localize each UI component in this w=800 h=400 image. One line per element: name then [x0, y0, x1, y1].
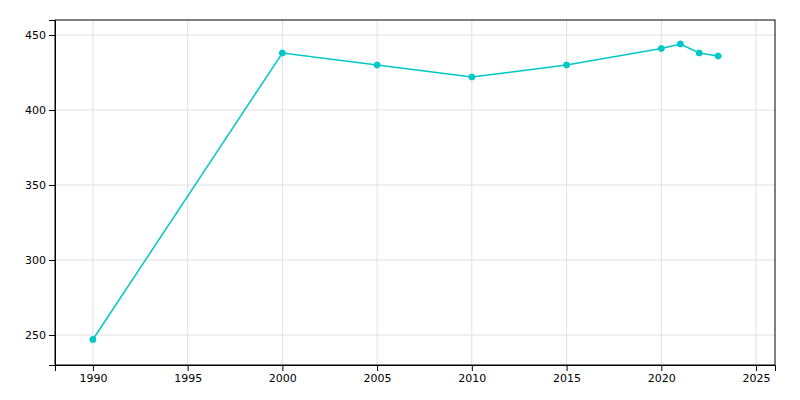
y-axis-tick-mark — [49, 335, 55, 336]
x-axis-tick-label: 2010 — [458, 372, 486, 385]
x-axis-tick-label: 1995 — [174, 372, 202, 385]
data-point — [715, 53, 721, 59]
x-axis-tick-label: 2025 — [743, 372, 771, 385]
grid-line-x — [282, 20, 283, 365]
chart-container: 1990 1995 2000 2005 2010 2015 2020 2025 250 300 35… — [0, 0, 800, 400]
x-axis-tick-label: 2000 — [269, 372, 297, 385]
grid-line-x — [92, 20, 93, 365]
y-axis-tick: 400 — [25, 104, 55, 117]
y-axis-tick-label: 350 — [25, 179, 46, 192]
plot-area: 1990 1995 2000 2005 2010 2015 2020 2025 250 300 35… — [25, 20, 776, 385]
y-axis: 250 300 350 400 450 — [25, 21, 56, 366]
data-point — [658, 46, 664, 52]
data-line — [93, 44, 718, 340]
x-axis-tick-mark — [93, 365, 94, 371]
x-axis-tick: 1995 — [174, 365, 202, 385]
x-axis-tick-mark — [567, 365, 568, 371]
grid-line-x — [566, 20, 567, 365]
x-axis-tick: 2025 — [743, 365, 771, 385]
grid-line-y — [55, 110, 775, 111]
y-axis-tick-mark — [49, 185, 55, 186]
x-axis-tick-mark — [377, 365, 378, 371]
plot-frame — [55, 20, 775, 365]
x-axis-tick: 1990 — [79, 365, 107, 385]
grid — [55, 20, 775, 365]
x-axis-tick-label: 2020 — [648, 372, 676, 385]
y-axis-tick-label: 250 — [25, 329, 46, 342]
x-axis-tick: 2005 — [364, 365, 392, 385]
y-axis-tick: 450 — [25, 29, 55, 42]
x-axis-tick-mark — [661, 365, 662, 371]
y-axis-tick-mark — [49, 35, 55, 36]
data-marks — [90, 41, 721, 343]
x-axis-tick-mark — [188, 365, 189, 371]
x-axis-tick-mark — [756, 365, 757, 371]
data-point — [564, 62, 570, 68]
y-axis-tick-mark — [49, 260, 55, 261]
y-axis-tick-label: 450 — [25, 29, 46, 42]
x-axis-tick-label: 1990 — [79, 372, 107, 385]
x-axis-tick: 2020 — [648, 365, 676, 385]
grid-line-y — [55, 185, 775, 186]
grid-line-y — [55, 260, 775, 261]
grid-line-y — [55, 35, 775, 36]
x-axis-tick-mark — [282, 365, 283, 371]
y-axis-tick: 250 — [25, 329, 55, 342]
data-point — [696, 50, 702, 56]
x-axis-tick-mark — [472, 365, 473, 371]
grid-line-x — [471, 20, 472, 365]
y-axis-tick-label: 300 — [25, 254, 46, 267]
grid-line-x — [756, 20, 757, 365]
grid-line-x — [377, 20, 378, 365]
grid-line-y — [55, 335, 775, 336]
data-point — [469, 74, 475, 80]
y-axis-tick-mark — [49, 110, 55, 111]
x-axis-tick-label: 2015 — [553, 372, 581, 385]
data-point — [90, 337, 96, 343]
y-axis-tick-label: 400 — [25, 104, 46, 117]
x-axis: 1990 1995 2000 2005 2010 2015 2020 2025 — [56, 365, 776, 385]
chart-svg: 1990 1995 2000 2005 2010 2015 2020 2025 250 300 35… — [0, 0, 800, 400]
data-point — [374, 62, 380, 68]
grid-line-x — [661, 20, 662, 365]
x-axis-tick: 2010 — [458, 365, 486, 385]
x-axis-tick: 2000 — [269, 365, 297, 385]
y-axis-tick: 350 — [25, 179, 55, 192]
x-axis-tick-label: 2005 — [364, 372, 392, 385]
x-axis-tick: 2015 — [553, 365, 581, 385]
grid-line-x — [187, 20, 188, 365]
data-point — [677, 41, 683, 47]
data-point — [279, 50, 285, 56]
y-axis-tick: 300 — [25, 254, 55, 267]
x-axis-line — [56, 366, 776, 372]
